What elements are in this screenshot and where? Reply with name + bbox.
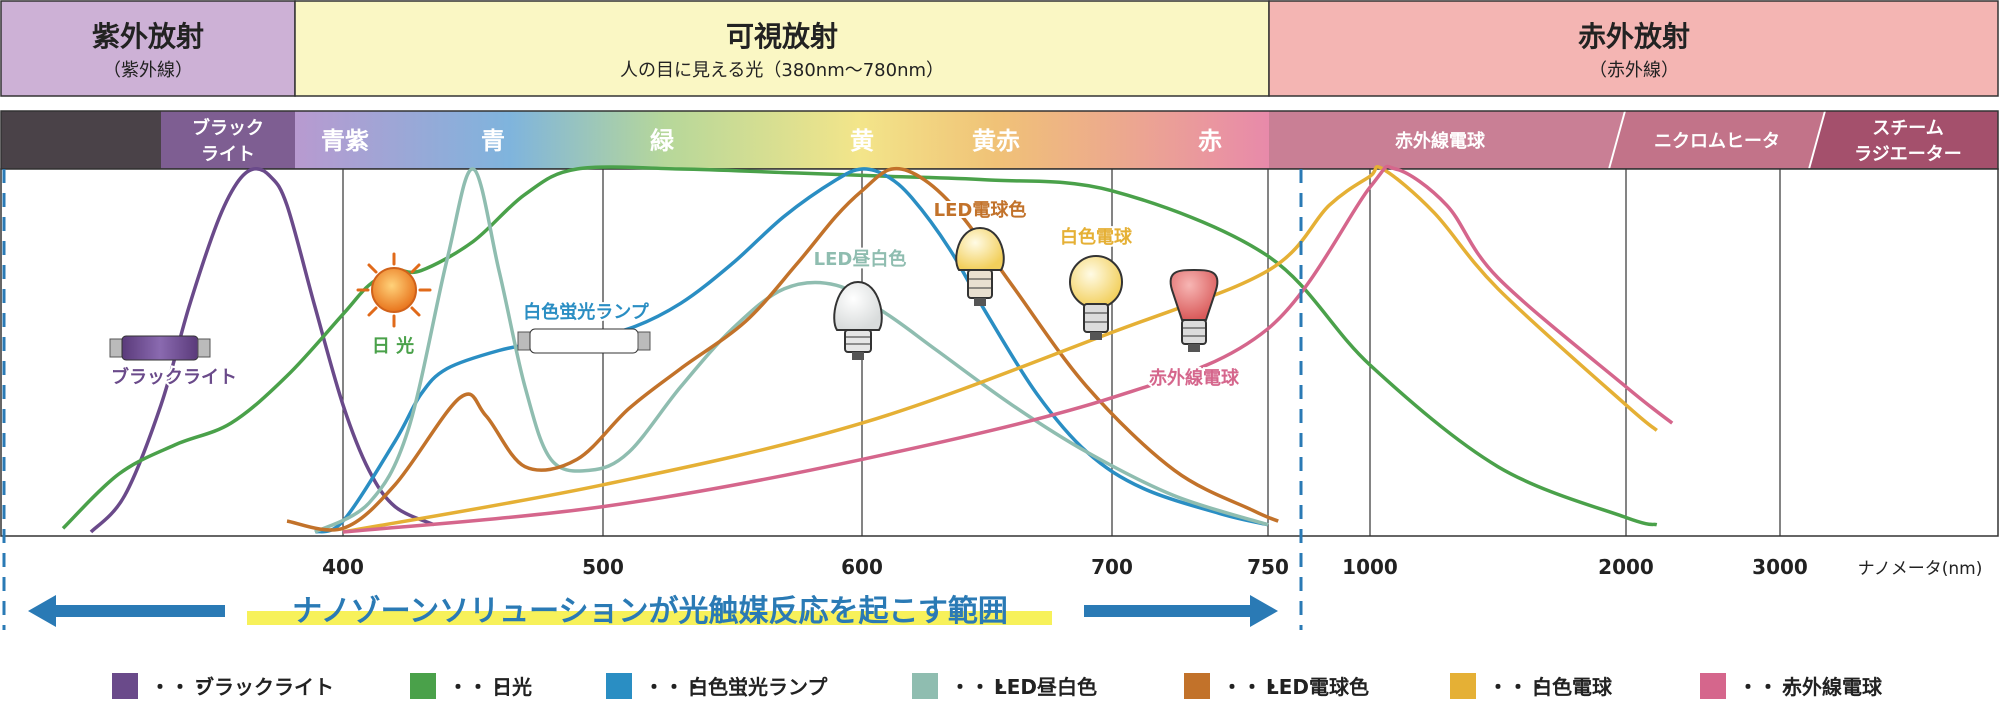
x-axis-label: ナノメータ(nm) — [1858, 559, 1983, 579]
strip-blacklight-label-2: ライト — [201, 144, 255, 165]
band-visible-bg — [294, 0, 1270, 97]
band-uv-bg — [0, 0, 296, 97]
range-highlight — [247, 611, 1052, 625]
legend-dots-sunlight: ・・・ — [448, 675, 508, 699]
legend-dots-fluorescent: ・・・ — [644, 675, 704, 699]
legend-label-blacklight: ブラックライト — [194, 675, 334, 699]
series-line-led-daylight — [314, 167, 1269, 534]
legend-dots-led-daylight: ・・・ — [950, 675, 1010, 699]
legend-item-ir-bulb: ・・・赤外線電球 — [1700, 673, 1883, 699]
band-visible-sub: 人の目に見える光（380nm〜780nm） — [620, 60, 944, 81]
strip-color-yellowred: 黄赤 — [972, 127, 1020, 155]
strip-blacklight-label-1: ブラック — [192, 117, 264, 139]
annot-sun: 日 光 — [372, 335, 414, 357]
annot-led-daylight: LED昼白色 — [814, 248, 907, 270]
series-line-fluorescent — [314, 167, 1269, 534]
range-text: ナノゾーンソリューションが光触媒反応を起こす範囲 — [292, 594, 1008, 629]
strip-ir-bulb — [1269, 111, 1624, 169]
strip-nichrome — [1610, 111, 1824, 169]
band-uv-title: 紫外放射 — [92, 20, 204, 53]
tick-label-600: 600 — [841, 555, 883, 579]
strip-blacklight — [161, 111, 295, 169]
strip-steam-label-2: ラジエーター — [1854, 144, 1962, 165]
legend-item-incandescent: ・・・白色電球 — [1450, 673, 1613, 699]
plot-area — [0, 168, 1999, 537]
fluorescent-tube-icon — [517, 328, 651, 354]
band-ir-sub: （赤外線） — [1589, 60, 1679, 81]
legend-dots-ir-bulb: ・・・ — [1738, 675, 1798, 699]
strip-ir-bulb-label: 赤外線電球 — [1395, 130, 1486, 152]
legend-item-blacklight: ・・・ブラックライト — [112, 673, 334, 699]
annot-incandescent: 白色電球 — [1060, 226, 1133, 248]
tick-label-3000: 3000 — [1752, 555, 1808, 579]
legend-dots-incandescent: ・・・ — [1488, 675, 1548, 699]
tick-label-1000: 1000 — [1342, 555, 1398, 579]
annot-ir-bulb: 赤外線電球 — [1149, 367, 1240, 389]
strip-color-blue: 青 — [481, 127, 505, 155]
tick-label-400: 400 — [322, 555, 364, 579]
series-line-led-bulb — [286, 166, 1279, 532]
legend-label-led-daylight: LED昼白色 — [994, 675, 1097, 699]
legend-label-sunlight: 日光 — [492, 675, 532, 699]
band-uv-sub: （紫外線） — [103, 60, 193, 81]
blacklight-lamp-icon — [109, 335, 211, 361]
strip-steam — [1810, 111, 1998, 169]
series-line-blacklight — [89, 166, 435, 534]
legend-label-fluorescent: 白色蛍光ランプ — [688, 675, 828, 699]
legend-swatch-fluorescent — [606, 673, 632, 699]
x-axis-ticks: 400 500 600 700 750 1000 2000 3000 — [322, 555, 1808, 579]
legend-swatch-incandescent — [1450, 673, 1476, 699]
legend-label-incandescent: 白色電球 — [1532, 675, 1613, 699]
band-visible-title: 可視放射 — [726, 20, 838, 53]
led-bulb-icon — [955, 226, 1005, 306]
legend-dots-blacklight: ・・・ — [150, 675, 210, 699]
strip-color-red: 赤 — [1198, 127, 1222, 155]
strip-visible — [295, 111, 1269, 169]
legend-swatch-blacklight — [112, 673, 138, 699]
band-visible: 可視放射 人の目に見える光（380nm〜780nm） — [294, 0, 1270, 97]
strip-color-yellow: 黄 — [850, 127, 874, 155]
series-line-sunlight — [61, 165, 1658, 530]
strip-nichrome-label: ニクロムヒータ — [1654, 131, 1780, 152]
tick-label-2000: 2000 — [1598, 555, 1654, 579]
legend-swatch-sunlight — [410, 673, 436, 699]
strip-steam-label-1: スチーム — [1872, 118, 1943, 139]
annot-blacklight: ブラックライト — [111, 366, 237, 388]
band-ir: 赤外放射 （赤外線） — [1268, 0, 1999, 97]
band-ir-bg — [1268, 0, 1999, 97]
color-strip: ブラック ライト 青紫 青 緑 黄 黄赤 赤 赤外線電球 ニクロムヒータ スチー… — [0, 110, 1999, 170]
legend-swatch-ir-bulb — [1700, 673, 1726, 699]
legend-label-led-bulb: LED電球色 — [1266, 675, 1369, 699]
tick-label-500: 500 — [582, 555, 624, 579]
strip-dark — [1, 111, 161, 169]
tick-label-700: 700 — [1091, 555, 1133, 579]
legend-item-led-bulb: ・・・LED電球色 — [1184, 673, 1369, 699]
range-arrow-right-icon — [1084, 595, 1278, 627]
sun-icon — [356, 252, 432, 328]
incandescent-bulb-icon — [1069, 255, 1123, 340]
tick-label-750: 750 — [1247, 555, 1289, 579]
legend-item-led-daylight: ・・・LED昼白色 — [912, 673, 1097, 699]
band-uv: 紫外放射 （紫外線） — [0, 0, 296, 97]
annot-led-bulb: LED電球色 — [934, 199, 1027, 221]
legend-swatch-led-bulb — [1184, 673, 1210, 699]
legend-item-sunlight: ・・・日光 — [410, 673, 532, 699]
ir-bulb-icon — [1169, 268, 1219, 352]
strip-color-purple: 青紫 — [321, 127, 369, 155]
strip-color-green: 緑 — [650, 127, 675, 155]
annot-fluorescent: 白色蛍光ランプ — [523, 301, 649, 323]
legend-dots-led-bulb: ・・・ — [1222, 675, 1282, 699]
legend-label-ir-bulb: 赤外線電球 — [1782, 675, 1883, 699]
curves — [61, 164, 1674, 534]
legend-item-fluorescent: ・・・白色蛍光ランプ — [606, 673, 828, 699]
legend: ・・・ブラックライト ・・・日光 ・・・白色蛍光ランプ ・・・LED昼白色 ・・・LED… — [112, 673, 1883, 699]
legend-swatch-led-daylight — [912, 673, 938, 699]
series-line-ir-bulb — [342, 164, 1674, 534]
led-daylight-bulb-icon — [833, 280, 883, 360]
band-ir-title: 赤外放射 — [1578, 20, 1690, 53]
range-arrow-left-icon — [28, 595, 225, 627]
